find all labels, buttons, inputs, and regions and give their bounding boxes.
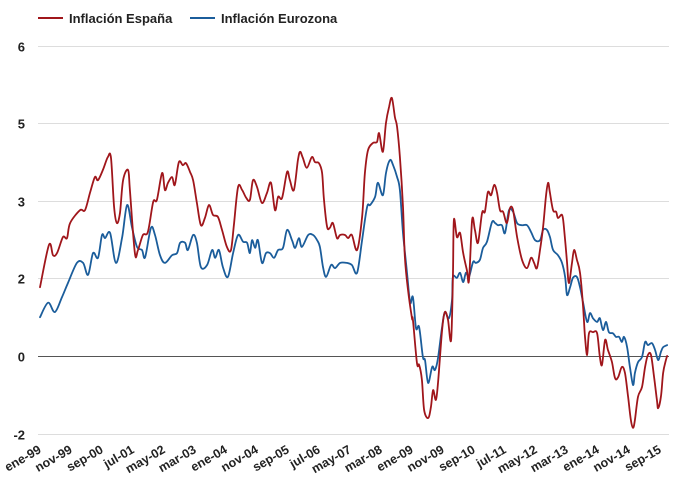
y-tick-label: 3	[18, 195, 25, 210]
x-axis: ene-99nov-99sep-00jul-01may-02mar-03ene-…	[2, 442, 663, 476]
y-axis: 6 5 3 2 0 -2	[13, 40, 25, 443]
x-tick-label: sep-15	[622, 442, 663, 474]
series-line-eurozona	[39, 158, 668, 386]
legend-item-eurozona[interactable]: Inflación Eurozona	[190, 11, 338, 26]
legend-item-espana[interactable]: Inflación España	[38, 11, 173, 26]
series-lines	[39, 96, 668, 429]
y-tick-label: 6	[18, 40, 25, 55]
legend: Inflación España Inflación Eurozona	[38, 11, 338, 26]
series-line-espana	[39, 96, 668, 429]
y-tick-label: 2	[18, 272, 25, 287]
legend-label-espana: Inflación España	[69, 11, 173, 26]
gridlines	[38, 46, 669, 435]
y-tick-label: 5	[18, 117, 25, 132]
y-tick-label: -2	[13, 428, 25, 443]
y-tick-label: 0	[18, 350, 25, 365]
x-tick-label: sep-10	[436, 442, 477, 474]
x-tick-label: sep-00	[64, 442, 105, 474]
x-tick-label: sep-05	[250, 442, 291, 474]
legend-label-eurozona: Inflación Eurozona	[221, 11, 338, 26]
